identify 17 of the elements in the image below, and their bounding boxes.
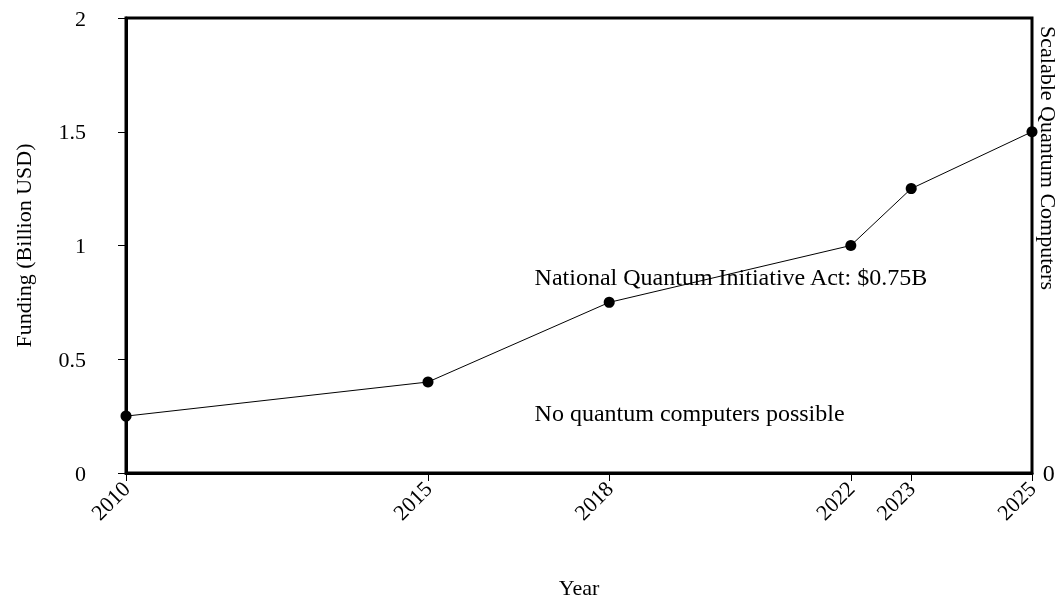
y2-axis-title: Scalable Quantum Computers (1035, 26, 1061, 290)
point (422, 376, 434, 388)
point (603, 296, 615, 308)
x-axis-title: Year (558, 574, 600, 600)
y-axis-title: Funding (Billion USD) (10, 143, 36, 348)
y-tick-label: 2 (75, 5, 86, 31)
y-tick-label: 0.5 (58, 346, 86, 372)
annotation: National Quantum Initiative Act: $0.75B (534, 263, 928, 290)
point (120, 410, 132, 422)
point (845, 240, 857, 251)
y-tick-label: 1.5 (58, 119, 86, 145)
annotation: No quantum computers possible (534, 399, 845, 426)
y-tick-label: 0 (75, 460, 86, 486)
y-tick-label: 1 (75, 233, 86, 258)
text: 0 (1042, 460, 1055, 486)
point (1026, 126, 1038, 138)
point (905, 183, 917, 195)
